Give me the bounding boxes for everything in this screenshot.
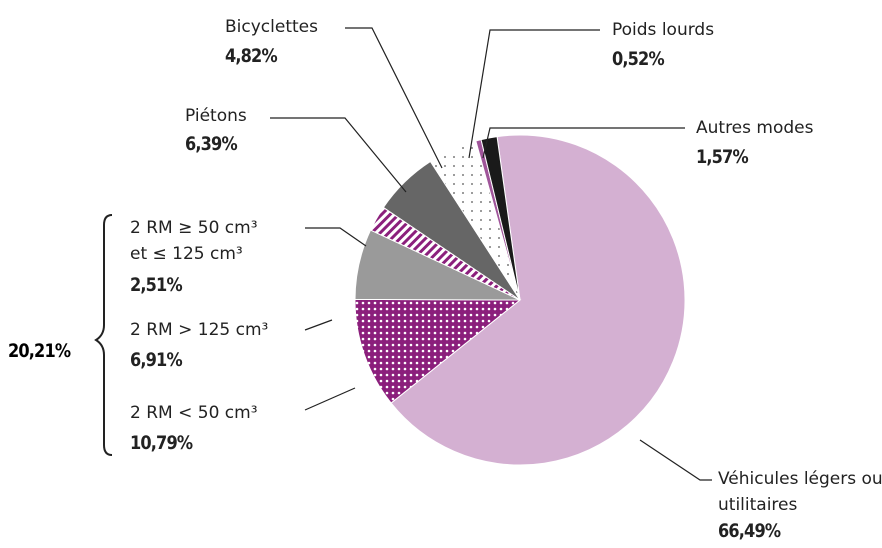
slice-label: Bicyclettes: [225, 17, 318, 37]
leader-line: [482, 127, 685, 159]
leader-line: [270, 117, 407, 193]
slice-label: 2 RM > 125 cm³: [130, 320, 269, 340]
value-label: 66,49%: [718, 520, 781, 542]
slice-label: 2 RM ≥ 50 cm³ et ≤ 125 cm³: [130, 218, 258, 264]
value-label: 2,51%: [130, 274, 183, 296]
slice-label: Véhicules légers ou utilitaires: [718, 469, 882, 515]
pie-slice: [354, 298, 522, 404]
leader-line: [304, 387, 356, 411]
value-label: 10,79%: [130, 432, 193, 454]
pie-slice: [480, 136, 521, 301]
value-label: 6,91%: [130, 349, 183, 371]
value-label: 4,82%: [225, 45, 278, 67]
value-label: 0,52%: [612, 48, 665, 70]
value-label: 1,57%: [696, 146, 749, 168]
slice-label: 2 RM < 50 cm³: [130, 403, 258, 423]
slice-label: Piétons: [185, 106, 247, 126]
leader-line: [305, 227, 367, 247]
leader-line: [304, 319, 333, 331]
slice-label: Poids lourds: [612, 20, 715, 40]
value-label: 6,39%: [185, 133, 238, 155]
group-brace: [94, 214, 113, 456]
slice-label: Autres modes: [696, 118, 814, 138]
leader-line: [639, 439, 712, 481]
group-total: 20,21%: [8, 340, 71, 362]
leader-line: [345, 27, 443, 169]
leader-line: [468, 29, 600, 159]
pie-slice: [390, 134, 686, 466]
